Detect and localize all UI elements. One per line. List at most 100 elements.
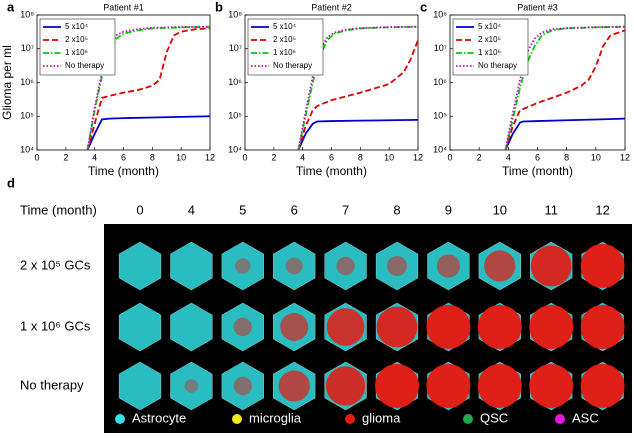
series-line — [504, 25, 626, 151]
series-line — [86, 115, 211, 151]
x-axis-label: Time (month) — [88, 164, 159, 178]
legend-label: 5 x10⁴ — [65, 22, 89, 31]
x-axis-label: Time (month) — [296, 164, 367, 178]
x-tick-label: 6 — [121, 152, 126, 162]
legend-label: 2 x10⁵ — [478, 35, 501, 44]
x-tick-label: 6 — [329, 152, 334, 162]
y-tick-label: 10⁸ — [228, 9, 242, 19]
glioma-core — [580, 364, 625, 408]
y-tick-label: 10⁵ — [433, 111, 447, 121]
y-tick-label: 10⁶ — [433, 77, 447, 87]
legend-dot — [115, 414, 125, 424]
glioma-core — [426, 305, 471, 349]
glioma-core — [387, 256, 407, 276]
cell-cube — [118, 361, 162, 411]
glioma-core — [326, 366, 366, 406]
time-label: 12 — [595, 202, 609, 217]
legend-label: ASC — [572, 410, 599, 425]
chart-title: Patient #2 — [311, 2, 352, 12]
legend-label: QSC — [480, 410, 508, 425]
y-tick-label: 10⁶ — [20, 77, 34, 87]
cell-cube — [221, 302, 264, 352]
legend-box — [39, 18, 116, 76]
legend-label: No therapy — [65, 61, 104, 70]
x-tick-label: 8 — [358, 152, 363, 162]
y-tick-label: 10⁴ — [228, 144, 242, 154]
cell-cube — [170, 302, 213, 352]
x-tick-label: 12 — [413, 152, 423, 162]
glioma-core — [436, 254, 460, 278]
glioma-core — [580, 305, 625, 349]
legend-label: No therapy — [478, 61, 517, 70]
panel-label: d — [7, 175, 15, 190]
x-tick-label: 8 — [564, 152, 569, 162]
x-tick-label: 12 — [620, 152, 630, 162]
glioma-core — [529, 305, 574, 349]
y-tick-label: 10⁷ — [21, 43, 34, 53]
series-line — [86, 27, 211, 151]
legend-label: 5 x10⁴ — [273, 22, 297, 31]
cell-cube — [118, 241, 162, 291]
legend-dot — [463, 414, 473, 424]
glioma-core — [285, 257, 303, 275]
legend-box — [247, 18, 324, 76]
legend-label: 5 x10⁴ — [478, 22, 502, 31]
legend-dot — [555, 414, 565, 424]
y-tick-label: 10⁵ — [228, 111, 242, 121]
series-line — [504, 29, 626, 151]
glioma-core — [376, 306, 418, 348]
y-tick-label: 10⁸ — [20, 9, 34, 19]
glioma-core — [235, 258, 251, 274]
time-label: 5 — [239, 202, 246, 217]
y-tick-label: 10⁷ — [229, 43, 242, 53]
y-tick-label: 10⁸ — [433, 9, 447, 19]
x-tick-label: 8 — [150, 152, 155, 162]
time-label: 9 — [445, 202, 452, 217]
panel-label: a — [7, 0, 15, 14]
series-line — [86, 25, 211, 151]
series-line — [297, 25, 419, 151]
time-label: 10 — [493, 202, 507, 217]
glioma-core — [484, 250, 516, 282]
y-tick-label: 10⁵ — [20, 111, 34, 121]
panel-label: b — [215, 0, 223, 14]
x-tick-label: 0 — [34, 152, 39, 162]
y-tick-label: 10⁴ — [20, 144, 34, 154]
x-tick-label: 10 — [384, 152, 394, 162]
header-label: Time (month) — [20, 202, 97, 217]
legend-label: 1 x10⁶ — [478, 48, 501, 57]
glioma-core — [375, 364, 419, 408]
chart-title: Patient #3 — [517, 2, 558, 12]
glioma-core — [530, 245, 572, 287]
cell-cube — [170, 241, 213, 291]
series-line — [297, 25, 419, 151]
time-label: 8 — [393, 202, 400, 217]
time-label: 7 — [342, 202, 349, 217]
glioma-core — [477, 305, 522, 349]
glioma-core — [326, 308, 365, 346]
x-tick-label: 2 — [477, 152, 482, 162]
legend-dot — [232, 414, 242, 424]
glioma-core — [233, 376, 252, 396]
series-line — [86, 25, 211, 151]
row-label: 2 x 10⁵ GCs — [20, 257, 91, 272]
legend-label: glioma — [362, 410, 401, 425]
legend-box — [452, 18, 529, 76]
x-tick-label: 10 — [176, 152, 186, 162]
y-tick-label: 10⁴ — [433, 144, 447, 154]
y-tick-label: 10⁷ — [434, 43, 447, 53]
time-label: 6 — [291, 202, 298, 217]
x-tick-label: 4 — [506, 152, 511, 162]
glioma-core — [184, 379, 199, 393]
x-tick-label: 2 — [63, 152, 68, 162]
y-axis-label: Glioma per ml — [0, 45, 14, 120]
cell-cube — [118, 302, 162, 352]
legend-label: 2 x10⁵ — [273, 35, 296, 44]
x-tick-label: 10 — [591, 152, 601, 162]
cell-cube — [221, 241, 264, 291]
glioma-core — [278, 370, 310, 402]
chart-title: Patient #1 — [103, 2, 144, 12]
series-line — [504, 117, 626, 151]
time-label: 4 — [188, 202, 195, 217]
